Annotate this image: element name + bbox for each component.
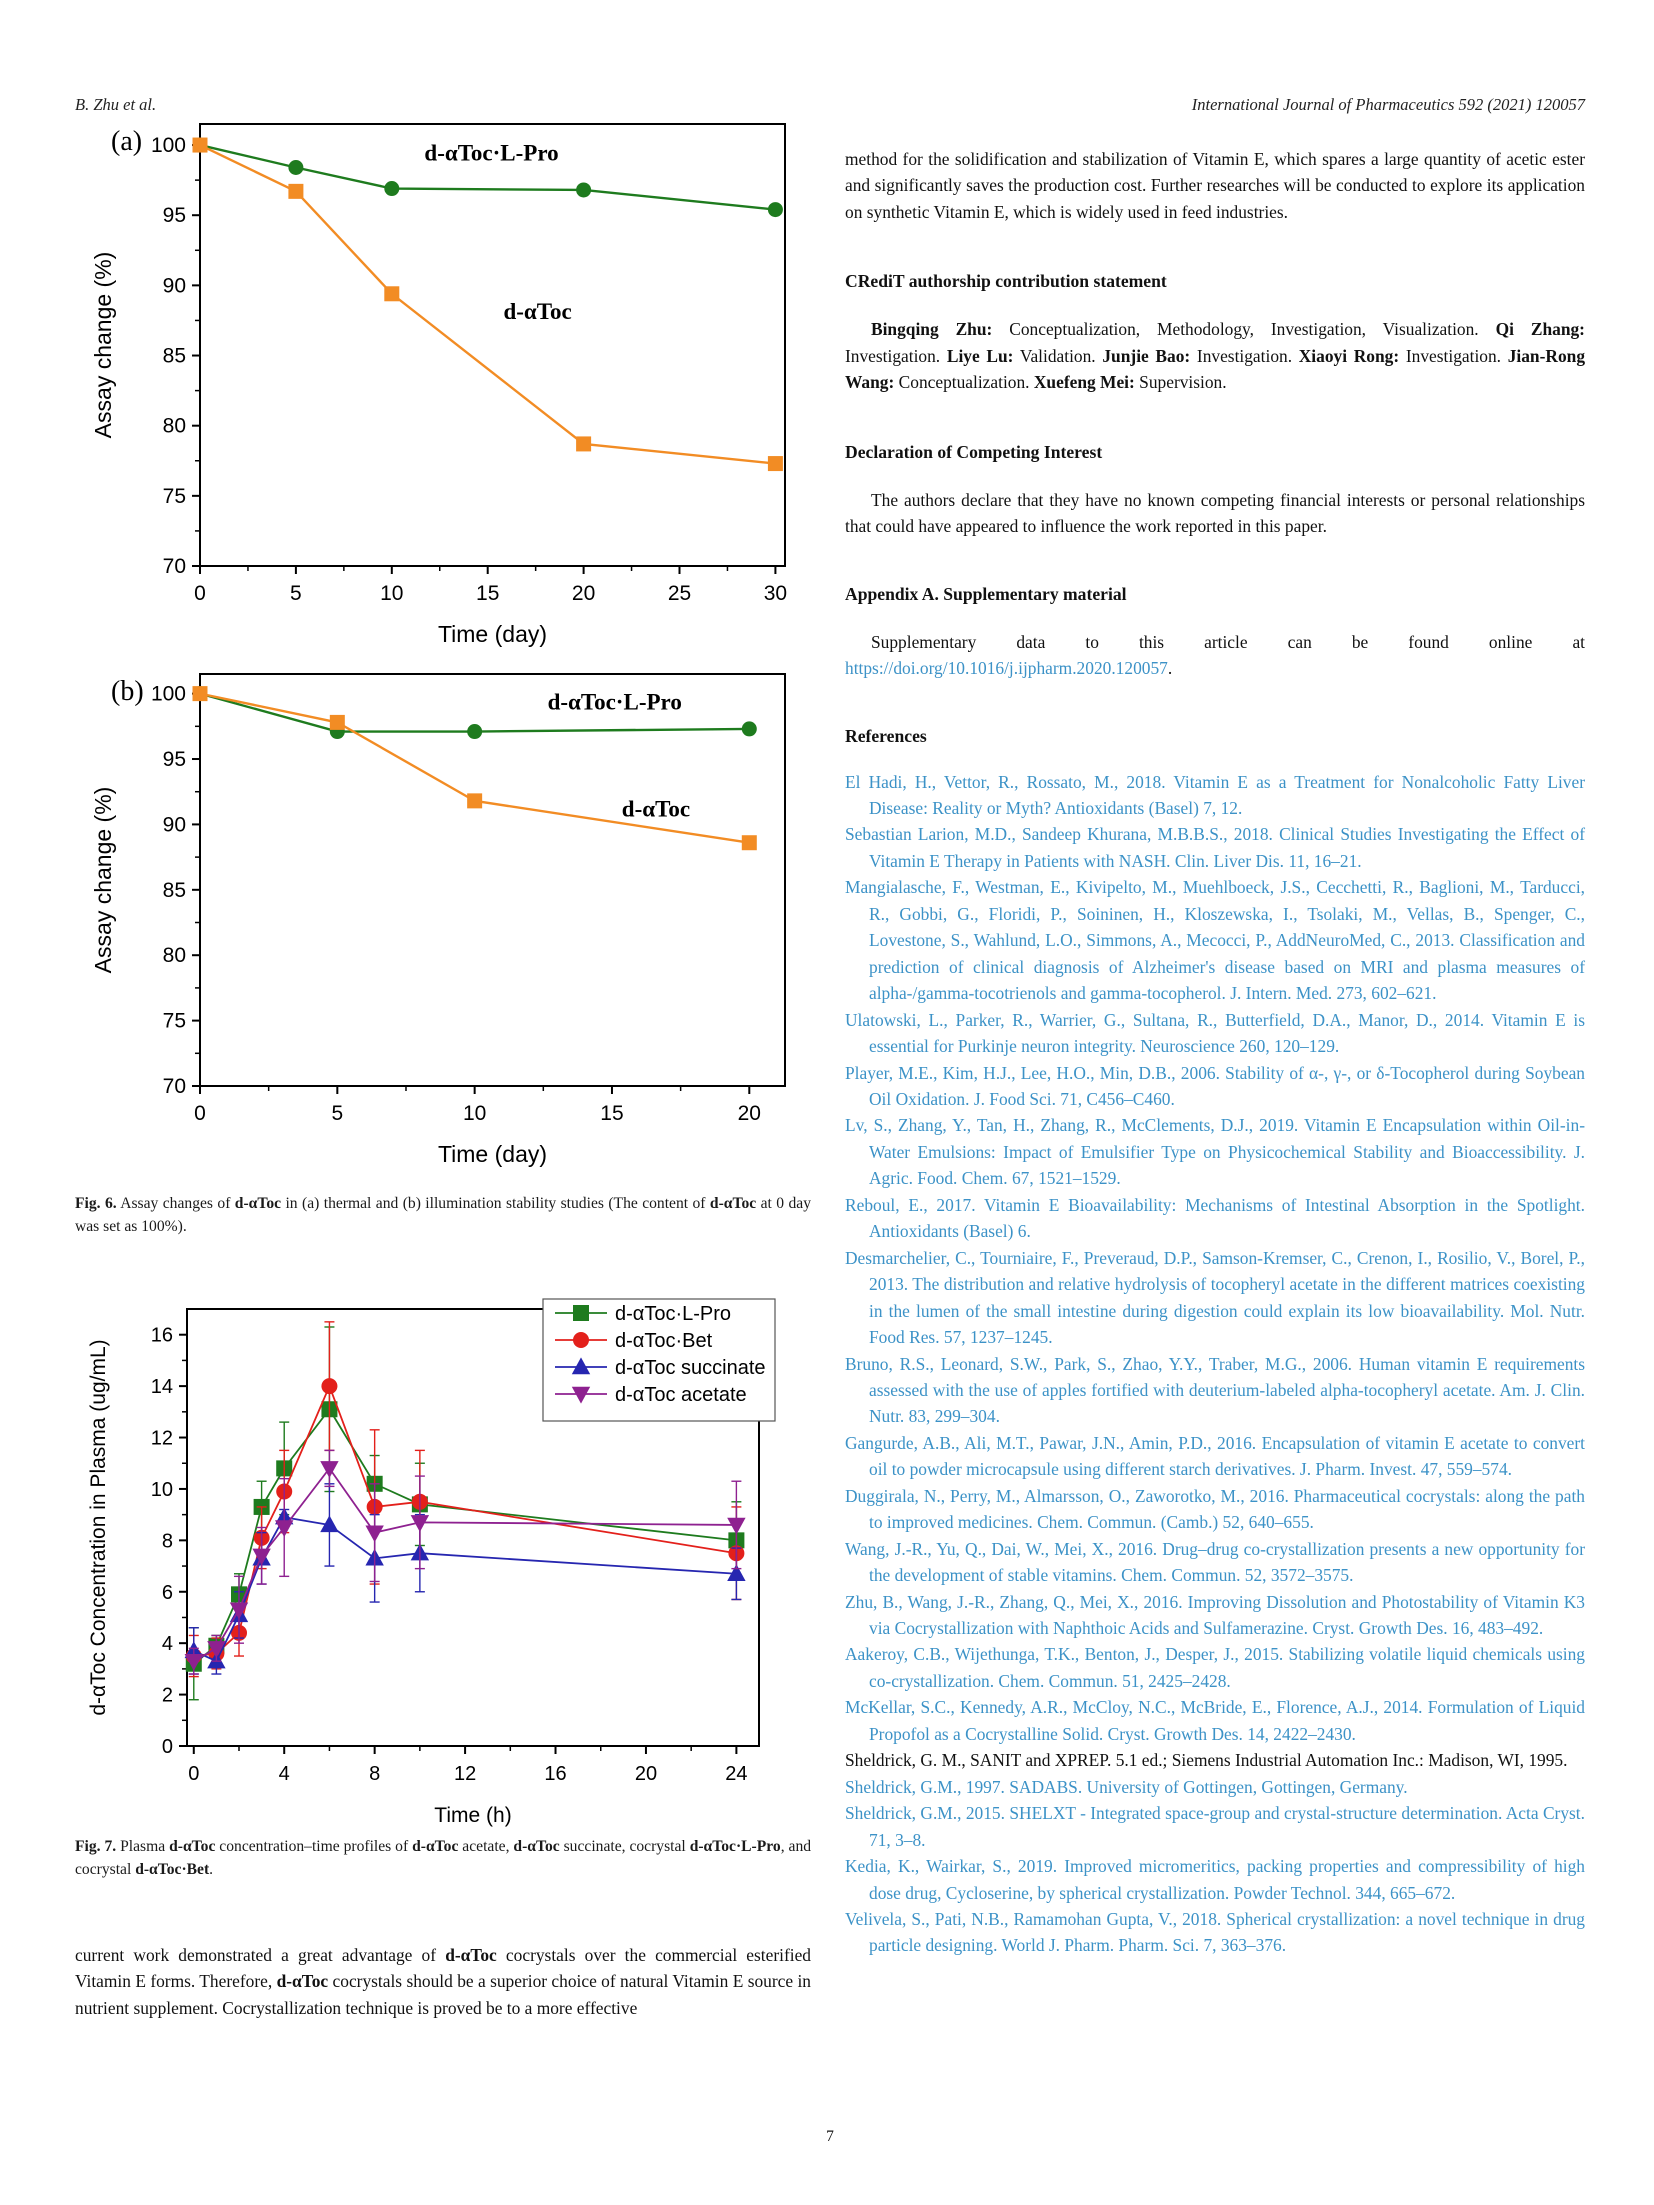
svg-text:20: 20 [738,1102,761,1125]
svg-text:12: 12 [151,1428,173,1450]
svg-text:75: 75 [163,485,186,508]
svg-text:(b): (b) [111,676,144,707]
body-paragraph: method for the solidification and stabil… [845,149,1585,222]
svg-text:16: 16 [151,1325,173,1347]
svg-text:d-αToc succinate: d-αToc succinate [615,1357,766,1379]
svg-text:15: 15 [600,1102,623,1125]
svg-text:90: 90 [163,274,186,297]
svg-text:20: 20 [635,1763,657,1785]
svg-text:85: 85 [163,345,186,368]
figure7-caption: Fig. 7. Plasma d-αToc concentration–time… [75,1838,812,1879]
svg-text:d-αToc acetate: d-αToc acetate [615,1384,747,1406]
svg-text:70: 70 [163,1075,186,1098]
svg-text:0: 0 [194,582,206,605]
declaration-paragraph: The authors declare that they have no kn… [845,489,1585,537]
appendix-heading: Appendix A. Supplementary material [845,583,1127,604]
svg-text:25: 25 [668,582,691,605]
svg-text:d-αToc·L-Pro: d-αToc·L-Pro [424,140,558,165]
reference-item[interactable]: Ulatowski, L., Parker, R., Warrier, G., … [845,1009,1585,1057]
svg-text:d-αToc Concentration in Plasma: d-αToc Concentration in Plasma (ug/mL) [87,1339,110,1715]
svg-text:d-αToc·L-Pro: d-αToc·L-Pro [548,689,682,714]
svg-text:85: 85 [163,879,186,902]
svg-text:Time (day): Time (day) [438,621,547,647]
right-column: method for the solidification and stabil… [845,146,1585,1959]
svg-text:10: 10 [151,1479,173,1501]
left-column-paragraph: current work demonstrated a great advant… [75,1945,811,2018]
svg-text:12: 12 [454,1763,476,1785]
svg-text:90: 90 [163,813,186,836]
svg-text:15: 15 [476,582,499,605]
reference-item[interactable]: Duggirala, N., Perry, M., Almarsson, O.,… [845,1485,1585,1533]
reference-item[interactable]: Velivela, S., Pati, N.B., Ramamohan Gupt… [845,1909,1585,1956]
svg-text:2: 2 [162,1685,173,1707]
header-journal: International Journal of Pharmaceutics 5… [1191,95,1585,114]
reference-item[interactable]: El Hadi, H., Vettor, R., Rossato, M., 20… [845,771,1585,818]
reference-item[interactable]: Bruno, R.S., Leonard, S.W., Park, S., Zh… [845,1353,1585,1427]
svg-text:5: 5 [331,1102,343,1125]
declaration-heading: Declaration of Competing Interest [845,441,1103,462]
svg-text:70: 70 [163,555,186,578]
svg-text:6: 6 [162,1582,173,1604]
svg-text:75: 75 [163,1010,186,1033]
reference-item[interactable]: Aakeroy, C.B., Wijethunga, T.K., Benton,… [845,1644,1585,1691]
header-authors: B. Zhu et al. [75,95,157,114]
references-heading: References [845,725,927,746]
reference-item[interactable]: Kedia, K., Wairkar, S., 2019. Improved m… [845,1856,1585,1903]
reference-item[interactable]: McKellar, S.C., Kennedy, A.R., McCloy, N… [845,1697,1585,1744]
svg-text:5: 5 [290,582,302,605]
svg-text:30: 30 [764,582,787,605]
svg-text:Time (day): Time (day) [438,1141,547,1167]
reference-item[interactable]: Gangurde, A.B., Ali, M.T., Pawar, J.N., … [845,1432,1585,1480]
svg-text:Time (h): Time (h) [434,1804,511,1827]
svg-text:8: 8 [369,1763,380,1785]
svg-text:4: 4 [162,1633,173,1655]
svg-text:100: 100 [151,134,186,157]
svg-text:d-αToc: d-αToc [622,797,690,822]
svg-text:d-αToc·L-Pro: d-αToc·L-Pro [615,1303,731,1325]
figure6-panel-b-chart: 0 5 10 15 20 70 75 80 85 90 95 100 Time (day) Assay c… [90,673,786,1167]
reference-item[interactable]: Sheldrick, G.M., 1997. SADABS. Universit… [845,1776,1408,1797]
page-number: 7 [826,2128,834,2145]
svg-text:80: 80 [163,415,186,438]
reference-item: Sheldrick, G. M., SANIT and XPREP. 5.1 e… [845,1750,1568,1771]
reference-item[interactable]: Lv, S., Zhang, Y., Tan, H., Zhang, R., M… [845,1115,1585,1189]
reference-item[interactable]: Reboul, E., 2017. Vitamin E Bioavailabil… [845,1194,1585,1242]
svg-text:4: 4 [279,1763,290,1785]
svg-text:d-αToc: d-αToc [503,299,571,324]
reference-item[interactable]: Sebastian Larion, M.D., Sandeep Khurana,… [845,824,1585,871]
reference-item[interactable]: Sheldrick, G.M., 2015. SHELXT - Integrat… [845,1803,1585,1850]
appendix-paragraph: Supplementary data to this article can b… [845,631,1585,679]
reference-item[interactable]: Wang, J.-R., Yu, Q., Dai, W., Mei, X., 2… [845,1538,1585,1586]
svg-text:16: 16 [544,1763,566,1785]
svg-text:95: 95 [163,204,186,227]
svg-text:0: 0 [162,1736,173,1758]
svg-text:d-αToc·Bet: d-αToc·Bet [615,1330,713,1352]
svg-text:95: 95 [163,748,186,771]
credit-heading: CRediT authorship contribution statement [845,271,1167,292]
svg-text:24: 24 [725,1763,747,1785]
references-list: El Hadi, H., Vettor, R., Rossato, M., 20… [845,769,1585,1959]
svg-text:8: 8 [162,1530,173,1552]
figure6-panel-a-chart: 0 5 10 15 20 25 30 70 75 80 85 90 95 100 Time (day) Ass… [90,123,787,647]
svg-text:100: 100 [151,683,186,706]
svg-text:0: 0 [188,1763,199,1785]
svg-text:Assay change (%): Assay change (%) [90,787,116,974]
reference-item[interactable]: Desmarchelier, C., Tourniaire, F., Preve… [845,1247,1585,1348]
svg-text:10: 10 [380,582,403,605]
svg-text:Assay change (%): Assay change (%) [90,252,116,439]
reference-item[interactable]: Mangialasche, F., Westman, E., Kivipelto… [845,877,1585,1004]
svg-text:0: 0 [194,1102,206,1125]
credit-paragraph: Bingqing Zhu: Conceptualization, Methodo… [845,319,1586,393]
reference-item[interactable]: Player, M.E., Kim, H.J., Lee, H.O., Min,… [845,1062,1585,1109]
svg-text:20: 20 [572,582,595,605]
svg-text:14: 14 [151,1376,173,1398]
figure6-caption: Fig. 6. Assay changes of d-αToc in (a) t… [75,1195,811,1236]
doi-link[interactable]: https://doi.org/10.1016/j.ijpharm.2020.1… [845,658,1168,679]
reference-item[interactable]: Zhu, B., Wang, J.-R., Zhang, Q., Mei, X.… [845,1591,1585,1639]
svg-text:10: 10 [463,1102,486,1125]
svg-text:(a): (a) [111,126,142,157]
svg-text:80: 80 [163,944,186,967]
